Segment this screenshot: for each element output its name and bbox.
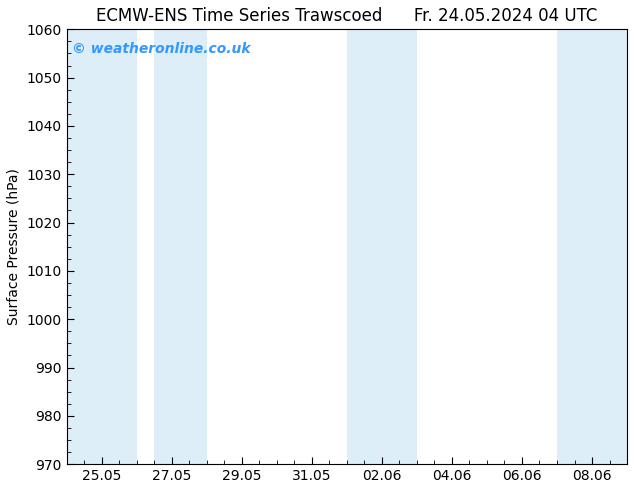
Bar: [67, 29, 137, 464]
Title: ECMW-ENS Time Series Trawscoed      Fr. 24.05.2024 04 UTC: ECMW-ENS Time Series Trawscoed Fr. 24.05…: [96, 7, 597, 25]
Bar: [154, 29, 207, 464]
Bar: [347, 29, 417, 464]
Text: © weatheronline.co.uk: © weatheronline.co.uk: [72, 42, 251, 56]
Bar: [557, 29, 627, 464]
Y-axis label: Surface Pressure (hPa): Surface Pressure (hPa): [7, 168, 21, 325]
